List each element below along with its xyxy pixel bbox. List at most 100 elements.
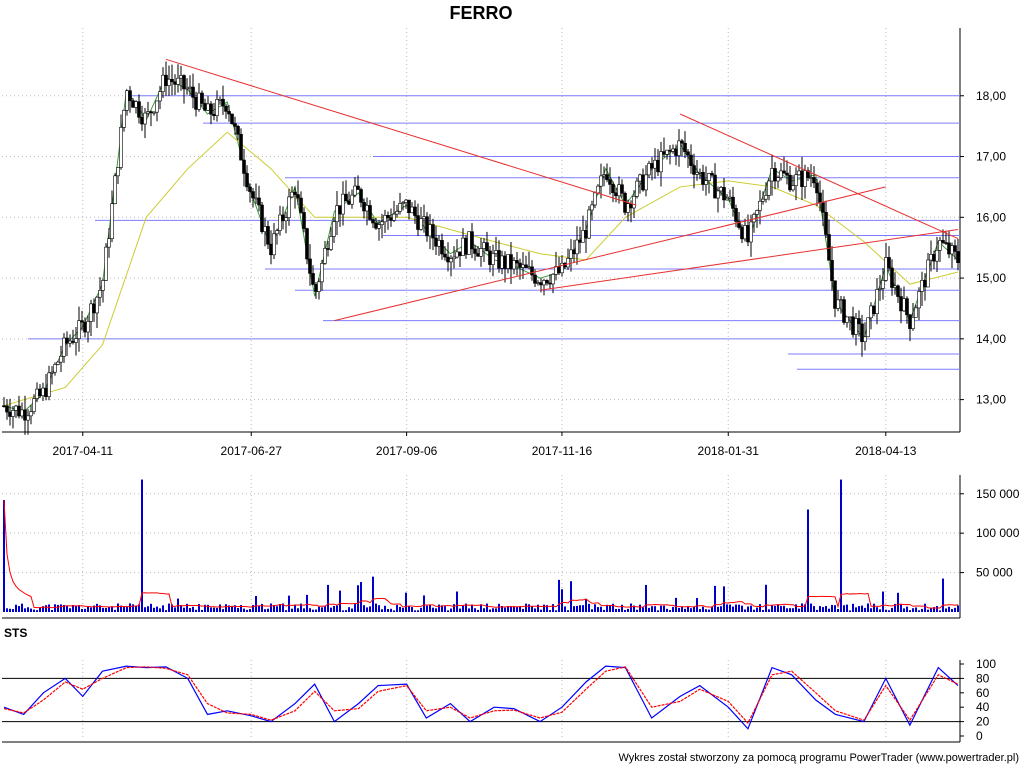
volume-bar (654, 606, 656, 612)
volume-bar (216, 608, 218, 612)
volume-bar (633, 605, 635, 612)
candle-body (296, 194, 300, 199)
volume-bar (915, 607, 917, 612)
candle-body (329, 236, 333, 250)
candle-body (416, 215, 420, 230)
candle-body (338, 205, 342, 215)
candle-body (656, 159, 660, 173)
candle-body (584, 230, 588, 239)
volume-bar (591, 609, 593, 612)
candle-body (260, 204, 264, 232)
candle-body (614, 192, 618, 197)
volume-bar (423, 595, 425, 612)
candle-body (233, 123, 237, 127)
volume-bar (753, 609, 755, 612)
volume-bar (72, 604, 74, 612)
trendline (334, 186, 886, 322)
volume-bar (519, 606, 521, 612)
candle-body (956, 251, 960, 263)
candle-body (194, 97, 198, 110)
volume-bar (402, 607, 404, 612)
volume-bar (609, 604, 611, 612)
volume-bar (36, 610, 38, 612)
price-tick-label: 13,00 (976, 393, 1006, 407)
trendline (165, 58, 637, 206)
volume-bar (81, 608, 83, 612)
candle-body (734, 208, 738, 222)
volume-bar (852, 603, 854, 612)
candle-body (596, 185, 600, 194)
volume-bar (408, 606, 410, 612)
volume-bar (147, 606, 149, 612)
candle-body (926, 259, 930, 288)
volume-bar (492, 608, 494, 612)
volume-bar (234, 605, 236, 612)
candle-body (410, 206, 414, 214)
candle-body (32, 398, 36, 412)
volume-bar (561, 589, 563, 612)
candle-body (230, 113, 234, 124)
volume-bar (831, 604, 833, 612)
candle-body (176, 77, 180, 85)
candle-body (71, 340, 75, 343)
candle-body (461, 237, 465, 256)
candle-body (701, 172, 705, 185)
volume-bar (573, 606, 575, 612)
candle-body (761, 198, 765, 202)
sts-tick-label: 20 (976, 715, 990, 729)
volume-bar (675, 597, 677, 612)
candle-body (590, 204, 594, 211)
volume-bar (489, 609, 491, 612)
candle-body (935, 249, 939, 262)
volume-bar (738, 604, 740, 612)
volume-bar (447, 610, 449, 612)
date-tick-label: 2017-04-11 (53, 444, 114, 458)
candle-body (704, 180, 708, 185)
volume-bar (381, 609, 383, 612)
volume-bar (12, 609, 14, 612)
volume-bar (207, 604, 209, 612)
volume-bar (126, 606, 128, 612)
volume-bar (585, 599, 587, 612)
trendlines (165, 58, 959, 322)
volume-bar (54, 604, 56, 612)
volume-bar (756, 607, 758, 612)
candle-body (893, 285, 897, 288)
volume-bar (936, 605, 938, 612)
volume-bar (927, 609, 929, 612)
candle-body (206, 103, 210, 111)
candle-body (779, 170, 783, 179)
candle-body (422, 216, 426, 219)
candle-body (611, 184, 615, 194)
volume-bar (378, 605, 380, 612)
candle-body (635, 180, 639, 197)
volume-bar (45, 605, 47, 612)
volume-bar (720, 606, 722, 612)
volume-bar (933, 607, 935, 612)
candle-body (818, 192, 822, 203)
candle-body (551, 273, 555, 285)
volume-bar (384, 605, 386, 612)
candle-body (479, 248, 483, 257)
volume-bar (873, 603, 875, 612)
volume-bar (18, 606, 20, 612)
candle-body (872, 305, 876, 314)
candle-body (869, 305, 873, 319)
volume-bar (576, 605, 578, 612)
candle-body (323, 248, 327, 264)
volume-bar (102, 607, 104, 612)
volume-bar (825, 605, 827, 612)
volume-bar (765, 584, 767, 612)
candle-body (953, 245, 957, 252)
volume-bar (837, 608, 839, 612)
candle-body (428, 224, 432, 237)
volume-bar (894, 603, 896, 612)
candle-body (878, 288, 882, 290)
volume-bar (942, 578, 944, 612)
volume-bar (432, 607, 434, 612)
candle-body (455, 251, 459, 258)
candle-body (806, 170, 810, 178)
volume-bar (543, 604, 545, 612)
